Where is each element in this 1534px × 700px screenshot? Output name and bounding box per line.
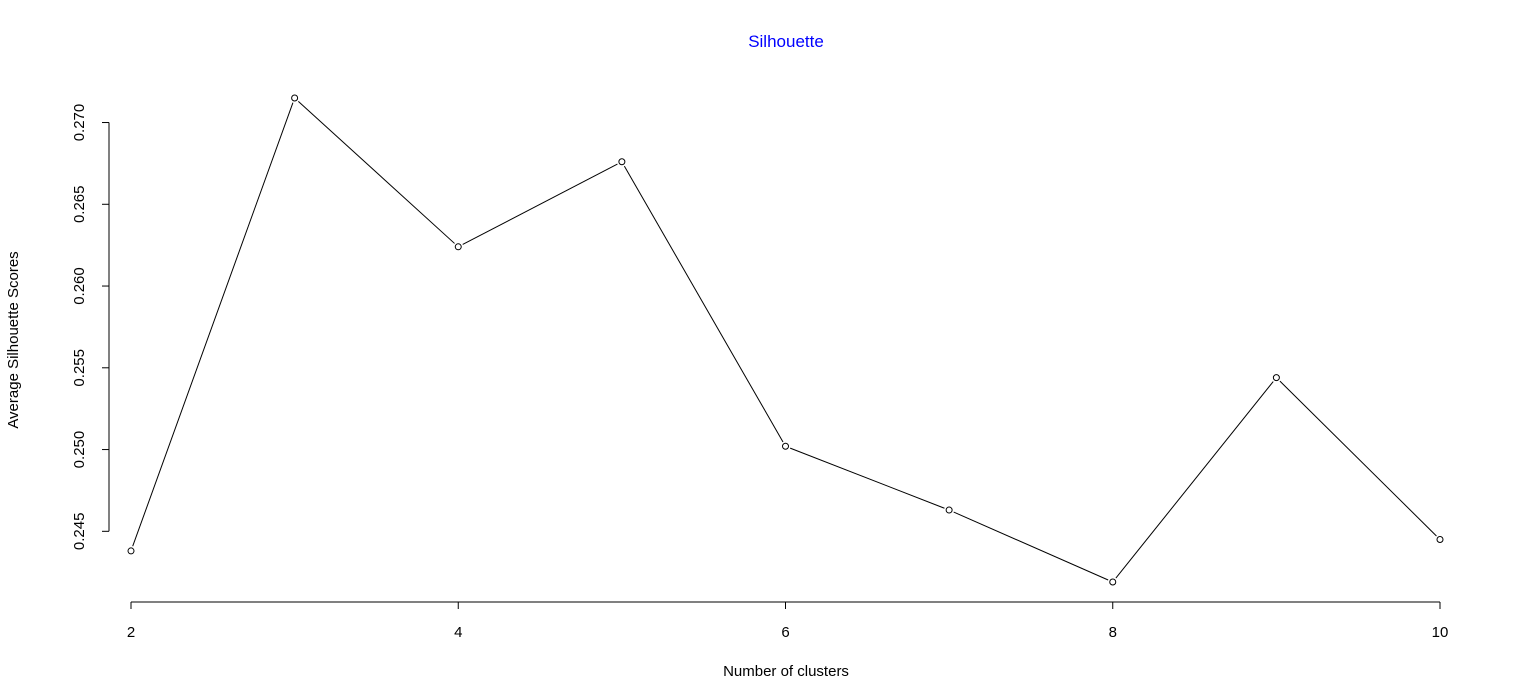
y-tick-label: 0.245 [71, 513, 88, 551]
series-line-segment [462, 163, 618, 245]
y-tick-label: 0.270 [71, 104, 88, 142]
series-line-segment [297, 100, 455, 244]
data-point [127, 547, 135, 555]
y-tick-label: 0.255 [71, 349, 88, 387]
data-point [291, 94, 299, 102]
series-line-segment [1115, 381, 1274, 579]
y-tick-label: 0.265 [71, 186, 88, 224]
x-tick-label: 2 [127, 624, 135, 641]
chart-title: Silhouette [748, 32, 824, 51]
data-point [454, 243, 462, 251]
data-point [1109, 578, 1117, 586]
x-tick-label: 8 [1109, 624, 1117, 641]
data-point [618, 158, 626, 166]
y-axis: 0.245 0.250 0.255 0.260 0.265 0.270 [71, 104, 110, 551]
y-tick-label: 0.260 [71, 267, 88, 305]
data-point [1272, 374, 1280, 382]
series-line-segment [1279, 380, 1437, 537]
x-axis-title: Number of clusters [723, 663, 849, 680]
series-line-segment [789, 447, 945, 509]
y-tick-label: 0.250 [71, 431, 88, 469]
y-axis-title: Average Silhouette Scores [5, 251, 22, 428]
data-point [945, 506, 953, 514]
series-line-segment [953, 511, 1109, 581]
series-layer [127, 94, 1444, 586]
x-tick-label: 10 [1432, 624, 1449, 641]
x-tick-label: 4 [454, 624, 462, 641]
data-point [1436, 535, 1444, 543]
data-point [782, 442, 789, 450]
x-axis: 2 4 6 8 10 [127, 601, 1449, 641]
x-tick-label: 6 [781, 624, 789, 641]
series-line-segment [623, 165, 784, 443]
series-line-segment [132, 102, 294, 547]
